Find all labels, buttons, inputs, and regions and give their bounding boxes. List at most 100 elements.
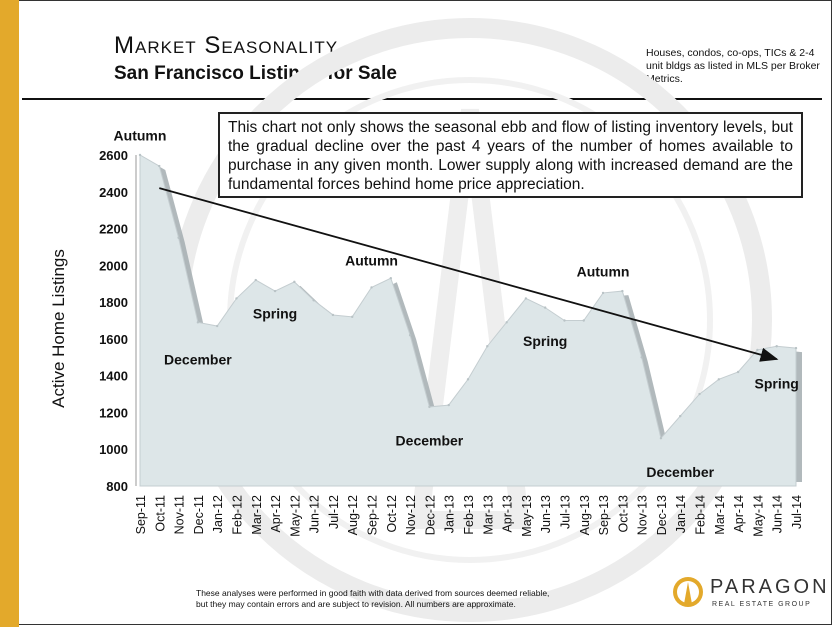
season-annotation: Autumn <box>577 263 630 279</box>
trend-arrow <box>159 187 779 362</box>
y-tick-label: 1600 <box>99 332 128 347</box>
logo-name: PARAGON <box>710 576 830 598</box>
data-point-Feb-12 <box>235 297 238 300</box>
x-tick-label: Nov-12 <box>404 495 418 535</box>
x-tick-label: Apr-13 <box>501 495 515 533</box>
data-point-Aug-12 <box>351 315 354 319</box>
data-point-Jul-14 <box>794 346 798 350</box>
data-point-Nov-13 <box>640 356 643 359</box>
data-point-Jan-13 <box>447 403 450 407</box>
season-annotation: Autumn <box>345 252 398 268</box>
y-tick-label: 2200 <box>99 222 128 237</box>
data-point-Jan-12 <box>215 324 219 328</box>
data-point-Nov-12 <box>408 334 412 337</box>
data-point-Dec-13 <box>659 436 663 440</box>
season-annotation: Spring <box>253 306 297 322</box>
data-point-Feb-14 <box>698 392 701 396</box>
disclaimer: These analyses were performed in good fa… <box>196 588 549 610</box>
data-point-Jul-13 <box>563 319 566 322</box>
y-axis-label: Active Home Listings <box>49 249 68 408</box>
x-tick-label: Dec-13 <box>655 495 669 535</box>
chart-title: Market Seasonality <box>114 32 339 59</box>
x-tick-label: Jan-12 <box>211 495 225 533</box>
x-tick-label: Sep-11 <box>134 495 148 534</box>
logo-tagline: REAL ESTATE GROUP <box>712 601 812 608</box>
x-tick-label: Dec-12 <box>423 495 437 535</box>
y-tick-label: 2600 <box>99 148 128 163</box>
x-tick-label: Apr-14 <box>732 495 746 533</box>
season-annotation: Spring <box>755 376 799 392</box>
x-tick-label: Dec-11 <box>192 495 206 534</box>
chart-callout: This chart not only shows the seasonal e… <box>218 112 803 198</box>
x-tick-label: May-14 <box>751 495 765 537</box>
x-tick-label: Apr-12 <box>269 495 283 533</box>
x-tick-label: Jun-14 <box>771 495 785 533</box>
x-tick-label: Oct-11 <box>153 495 167 532</box>
data-point-Nov-11 <box>177 236 180 239</box>
data-point-Jan-14 <box>679 414 682 418</box>
y-tick-label: 2000 <box>99 258 128 273</box>
data-point-Jun-14 <box>775 345 778 348</box>
data-point-Dec-11 <box>196 321 200 324</box>
data-point-Oct-12 <box>389 277 393 280</box>
disclaimer-line-2: but they may contain errors and are subj… <box>196 599 516 609</box>
x-tick-label: Jan-14 <box>674 495 688 533</box>
data-point-Jul-12 <box>331 313 335 317</box>
x-tick-label: Feb-12 <box>230 495 244 535</box>
data-point-Dec-12 <box>428 405 431 409</box>
season-annotation: December <box>396 433 464 449</box>
x-tick-label: Jun-12 <box>308 495 322 533</box>
data-point-Mar-13 <box>486 345 489 348</box>
data-point-Sep-13 <box>601 291 605 295</box>
disclaimer-line-1: These analyses were performed in good fa… <box>196 588 550 598</box>
y-tick-label: 1000 <box>99 442 128 457</box>
x-tick-label: Sep-12 <box>366 495 380 535</box>
x-tick-label: Jul-12 <box>327 495 341 529</box>
x-tick-label: May-12 <box>288 495 302 537</box>
y-tick-label: 2400 <box>99 185 128 200</box>
paragon-logo: PARAGON REAL ESTATE GROUP <box>672 574 827 614</box>
paragon-logo-icon <box>673 577 703 607</box>
listings-area <box>139 154 797 487</box>
x-tick-label: Jan-13 <box>443 495 457 533</box>
season-annotation: Autumn <box>114 127 167 143</box>
data-point-Oct-11 <box>158 164 161 168</box>
x-tick-label: Feb-14 <box>694 495 708 535</box>
data-point-May-13 <box>524 297 528 300</box>
accent-bar <box>0 0 19 627</box>
data-point-May-14 <box>756 348 759 352</box>
x-tick-label: Aug-12 <box>346 495 360 535</box>
x-tick-label: Jun-13 <box>539 495 553 533</box>
x-tick-label: Mar-12 <box>250 495 264 535</box>
x-tick-label: Aug-13 <box>578 495 592 535</box>
y-tick-label: 800 <box>106 479 128 494</box>
y-tick-label: 1400 <box>99 369 128 384</box>
season-annotation: Spring <box>523 333 567 349</box>
data-point-Apr-12 <box>273 289 277 293</box>
season-annotation: December <box>164 352 232 368</box>
x-tick-label: Sep-13 <box>597 495 611 535</box>
x-tick-label: Nov-11 <box>173 495 187 534</box>
data-point-Mar-12 <box>254 278 257 282</box>
data-point-Jun-12 <box>312 299 315 302</box>
header-divider <box>22 98 822 100</box>
x-tick-label: Mar-14 <box>713 495 727 535</box>
y-tick-label: 1800 <box>99 295 128 310</box>
x-tick-label: Nov-13 <box>636 495 650 535</box>
data-point-May-12 <box>293 280 296 284</box>
data-point-Apr-13 <box>505 321 508 324</box>
x-tick-label: Jul-14 <box>790 495 804 529</box>
data-point-Aug-13 <box>582 319 585 322</box>
data-point-Jun-13 <box>543 306 547 309</box>
data-point-Feb-13 <box>466 378 470 381</box>
x-tick-label: Mar-13 <box>481 495 495 535</box>
data-point-Mar-14 <box>717 378 721 381</box>
x-tick-label: Jul-13 <box>558 495 572 529</box>
data-point-Apr-14 <box>736 370 740 374</box>
x-tick-label: May-13 <box>520 495 534 537</box>
data-point-Oct-13 <box>621 289 624 293</box>
data-source-note: Houses, condos, co-ops, TICs & 2-4 unit … <box>646 47 820 85</box>
x-tick-label: Oct-13 <box>616 495 630 533</box>
season-annotation: December <box>646 464 714 480</box>
